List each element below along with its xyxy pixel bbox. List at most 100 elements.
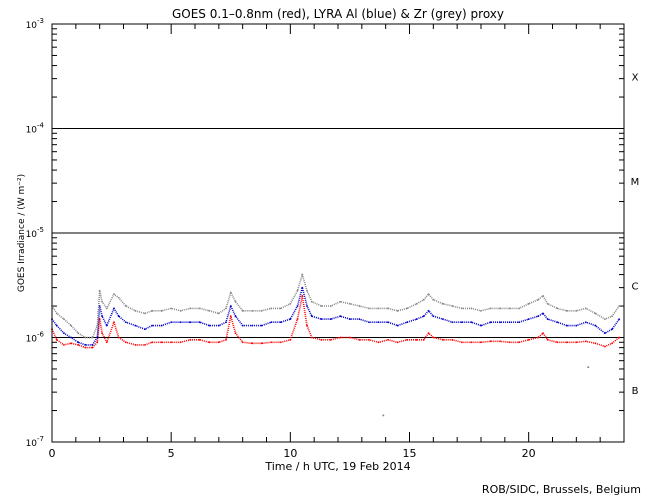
data-point: [270, 307, 273, 310]
data-point: [296, 289, 299, 292]
data-point: [101, 300, 103, 303]
data-point: [618, 336, 621, 339]
data-point: [470, 321, 473, 324]
data-point: [113, 293, 115, 296]
data-point: [461, 307, 463, 310]
outlier-point: [382, 414, 385, 417]
data-point: [84, 336, 87, 339]
data-point: [113, 307, 115, 310]
data-point: [270, 341, 273, 344]
data-point: [604, 345, 606, 348]
data-point: [542, 332, 544, 335]
x-tick-label: 10: [283, 447, 297, 460]
data-point: [565, 341, 568, 344]
data-point: [415, 338, 418, 341]
data-point: [70, 336, 72, 339]
data-point: [396, 309, 399, 312]
data-point: [451, 305, 454, 307]
data-point: [339, 336, 342, 339]
data-point: [310, 300, 313, 303]
data-point: [98, 318, 101, 320]
data-point: [387, 338, 389, 341]
data-point: [329, 318, 332, 320]
data-point: [77, 343, 80, 346]
data-point: [480, 309, 482, 312]
data-point: [296, 318, 299, 320]
data-point: [229, 305, 232, 307]
data-point: [117, 296, 120, 299]
data-point: [470, 307, 473, 310]
data-point: [604, 318, 606, 320]
data-point: [480, 341, 482, 344]
data-point: [170, 321, 173, 324]
data-point: [189, 338, 192, 341]
data-point: [260, 342, 263, 345]
data-point: [198, 307, 201, 310]
data-point: [225, 321, 227, 324]
data-point: [70, 342, 72, 345]
data-point: [105, 307, 108, 310]
data-point: [289, 302, 292, 305]
data-point: [584, 340, 587, 343]
data-point: [518, 341, 521, 344]
data-point: [270, 321, 273, 324]
data-point: [556, 307, 559, 310]
data-point: [251, 342, 254, 345]
flare-class-label: X: [632, 72, 639, 83]
data-point: [301, 273, 304, 276]
data-point: [594, 312, 597, 315]
data-point: [134, 309, 137, 312]
data-point: [306, 305, 308, 307]
data-point: [189, 307, 192, 310]
data-point: [556, 341, 559, 344]
data-point: [279, 307, 282, 310]
data-point: [260, 309, 263, 312]
data-point: [575, 309, 578, 312]
flare-class-label: M: [631, 177, 640, 188]
data-point: [301, 295, 304, 297]
data-point: [105, 341, 108, 344]
data-point: [96, 336, 99, 339]
x-tick-label: 0: [49, 447, 56, 460]
data-point: [415, 302, 418, 305]
data-point: [584, 321, 587, 324]
data-point: [441, 318, 444, 320]
data-point: [584, 307, 587, 310]
data-point: [377, 321, 380, 324]
data-point: [432, 336, 435, 339]
data-point: [217, 341, 220, 344]
data-point: [63, 332, 65, 335]
data-point: [124, 305, 127, 307]
y-tick-label: 10-6: [26, 331, 45, 345]
data-point: [618, 305, 621, 307]
data-point: [527, 302, 530, 305]
x-tick-label: 15: [403, 447, 417, 460]
data-point: [91, 343, 94, 346]
data-point: [556, 321, 559, 324]
data-point: [349, 302, 351, 305]
data-point: [537, 336, 540, 339]
data-point: [96, 341, 99, 344]
data-point: [368, 338, 370, 341]
data-point: [422, 338, 425, 341]
data-point: [441, 338, 444, 341]
data-point: [225, 307, 227, 310]
data-point: [144, 328, 146, 331]
data-point: [101, 332, 103, 335]
data-point: [134, 324, 137, 327]
credit-label: ROB/SIDC, Brussels, Belgium: [482, 483, 641, 496]
data-point: [422, 298, 425, 301]
data-point: [306, 289, 308, 292]
data-point: [241, 324, 244, 327]
data-point: [508, 307, 511, 310]
data-point: [546, 302, 549, 305]
data-point: [289, 318, 292, 320]
data-point: [198, 321, 201, 324]
data-point: [208, 324, 211, 327]
data-point: [611, 328, 613, 331]
data-point: [611, 342, 613, 345]
data-point: [151, 341, 154, 344]
data-point: [234, 332, 237, 335]
data-point: [611, 315, 613, 318]
data-point: [234, 315, 237, 318]
